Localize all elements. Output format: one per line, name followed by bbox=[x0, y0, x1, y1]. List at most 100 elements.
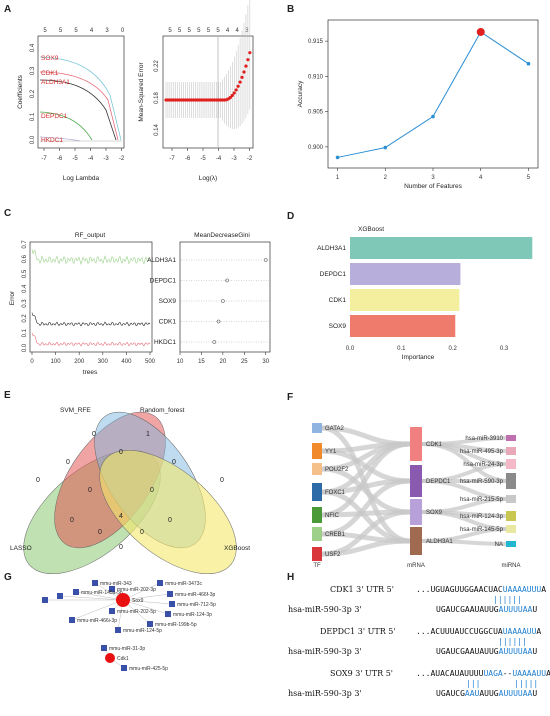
mirna-node-label: mmu-miR-202-5p bbox=[117, 609, 156, 615]
coef-path-depdc1 bbox=[39, 111, 93, 141]
rf-x-tick: 0 bbox=[30, 359, 34, 365]
lasso-top-tick: 0 bbox=[121, 28, 125, 34]
gini-point bbox=[263, 258, 268, 262]
mirna-node bbox=[109, 608, 115, 614]
panel-b-accuracy: 1 2 3 4 5 0.900 0.905 0.910 0.915 Accuracy Numbe… bbox=[297, 19, 539, 190]
panel-letter-a: A bbox=[4, 4, 12, 15]
rf-x-tick: 200 bbox=[74, 359, 85, 365]
gene-label-aldh3a1: ALDH3A1 bbox=[41, 79, 70, 86]
panel-f-sankey: GATA2 YY1 POU2F2 FOXC1 NFIC CREB1 USF2 CDK1 DEPD… bbox=[312, 423, 521, 569]
sankey-node-mirna bbox=[506, 473, 516, 489]
venn-region: 0 bbox=[172, 459, 176, 466]
lasso-mse-frame bbox=[162, 35, 254, 149]
lasso-x-tick: -4 bbox=[88, 156, 94, 162]
venn-region: 0 bbox=[220, 477, 224, 484]
accuracy-x-tick: 2 bbox=[384, 175, 388, 181]
accuracy-y-tick: 0.915 bbox=[308, 39, 324, 45]
panel-letter-f: F bbox=[287, 392, 294, 403]
xgboost-bar-label: CDK1 bbox=[329, 297, 347, 304]
gene-label-cdk1: CDK1 bbox=[41, 70, 59, 77]
xgboost-bar bbox=[350, 237, 533, 259]
hub-node-cdk1 bbox=[105, 653, 115, 663]
lasso-x-tick: -2 bbox=[119, 156, 125, 162]
sankey-node-tf bbox=[312, 423, 322, 433]
sankey-mirna-label: hsa-miR-590-3p bbox=[460, 479, 504, 485]
mse-point bbox=[240, 75, 244, 79]
rf-y-tick: 0.7 bbox=[22, 240, 28, 249]
gini-frame bbox=[179, 241, 271, 353]
cdk1-utr-label: CDK1 3' UTR 5' bbox=[330, 585, 394, 594]
gini-x-tick: 25 bbox=[241, 359, 248, 365]
mirna-node bbox=[101, 645, 107, 651]
gini-point bbox=[225, 278, 229, 283]
depdc1-mir-seq: UGAUCGAAUAUUGAUUUUAAU bbox=[436, 647, 538, 656]
hub-label-sox9: Sox9 bbox=[132, 598, 144, 604]
gini-dotchart: ALDH3A1 DEPDC1 SOX9 CDK1 HKDC1 10 15 20 25 30 bbox=[147, 257, 270, 365]
rf-error-xlabel: trees bbox=[83, 369, 98, 376]
sankey-nodes: GATA2 YY1 POU2F2 FOXC1 NFIC CREB1 USF2 CDK1 DEPD… bbox=[312, 423, 521, 569]
sox9-mir-label: hsa-miR-590-3p 3' bbox=[288, 689, 362, 698]
gini-point bbox=[216, 319, 221, 324]
rf-y-tick: 0.6 bbox=[22, 254, 28, 263]
panel-e-venn: SVM_RFE Random_forest LASSO XGBoost 0 1 … bbox=[10, 407, 250, 575]
mse-top-tick: 4 bbox=[236, 28, 240, 34]
venn-region: 0 bbox=[119, 449, 123, 456]
sankey-mirna-label: hsa-miR-124-3p bbox=[460, 514, 504, 520]
accuracy-x-tick: 4 bbox=[479, 175, 483, 181]
mse-y-tick: 0.18 bbox=[154, 92, 160, 104]
sankey-node-mrna bbox=[410, 465, 422, 497]
sankey-mrna-label: ALDH3A1 bbox=[426, 539, 453, 545]
panel-letter-d: D bbox=[287, 211, 295, 222]
panel-letter-h: H bbox=[287, 572, 295, 583]
mirna-node bbox=[147, 621, 153, 627]
gene-label-hkdc1: HKDC1 bbox=[41, 137, 63, 144]
mse-x-tick: -4 bbox=[216, 156, 222, 162]
lasso-x-tick: -3 bbox=[103, 156, 109, 162]
sankey-tf-label: POU2F2 bbox=[325, 467, 349, 473]
xgboost-bar-label: ALDH3A1 bbox=[317, 245, 346, 252]
rf-error-axes: 0 100 200 300 400 500 0.0 0.1 0.2 0.3 0.4 0.5 0.6 0.7 bbox=[22, 240, 156, 365]
mirna-node-label: mmu-miR-712-5p bbox=[177, 602, 216, 608]
venn-label-xgboost: XGBoost bbox=[224, 545, 250, 552]
lasso-coef-frame bbox=[37, 35, 125, 149]
lasso-top-tick: 3 bbox=[105, 28, 109, 34]
mse-x-tick: -3 bbox=[231, 156, 237, 162]
accuracy-point bbox=[526, 61, 531, 66]
panel-letter-c: C bbox=[4, 208, 12, 219]
sankey-node-mirna bbox=[506, 447, 516, 455]
mse-top-tick: 5 bbox=[207, 28, 211, 34]
rf-error-black bbox=[31, 312, 151, 327]
sankey-node-tf bbox=[312, 547, 322, 561]
network-edge bbox=[122, 599, 173, 605]
gene-label-sox9: SOX9 bbox=[41, 55, 59, 62]
rf-output-title: RF_output bbox=[75, 232, 106, 239]
mse-y-ticks: 0.14 0.18 0.22 bbox=[154, 60, 160, 136]
lasso-y-tick: 0.2 bbox=[30, 89, 36, 98]
sankey-node-tf bbox=[312, 507, 322, 523]
mse-top-tick: 5 bbox=[197, 28, 201, 34]
venn-region: 0 bbox=[98, 529, 102, 536]
mse-x-tick: -5 bbox=[200, 156, 206, 162]
panel-letter-g: G bbox=[4, 572, 12, 583]
lasso-top-tick: 5 bbox=[59, 28, 63, 34]
mirna-node bbox=[42, 597, 48, 603]
sankey-link-tf-mrna bbox=[321, 425, 411, 544]
lasso-y-tick: 0.3 bbox=[30, 66, 36, 75]
sankey-axis-tf: TF bbox=[313, 563, 321, 569]
mirna-node-label: mmu-miR-124-3p bbox=[173, 612, 212, 618]
lasso-x-ticks: -7 -6 -5 -4 -3 -2 bbox=[41, 148, 125, 162]
mse-top-tick: 5 bbox=[216, 28, 220, 34]
venn-region: 0 bbox=[168, 517, 172, 524]
mse-point bbox=[234, 88, 238, 92]
sankey-link-tf-mrna bbox=[321, 538, 411, 557]
mirna-node-label: mmu-miR-466i-3p bbox=[77, 618, 117, 624]
mse-point bbox=[246, 58, 250, 62]
lasso-top-tick: 5 bbox=[74, 28, 78, 34]
gini-title: MeanDecreaseGini bbox=[194, 232, 250, 239]
sankey-tf-label: GATA2 bbox=[325, 426, 344, 432]
sankey-node-tf bbox=[312, 527, 322, 541]
sox9-mir-seq: UGAUCGAAUAUUGAUUUUAAU bbox=[436, 689, 538, 698]
accuracy-series bbox=[335, 27, 531, 160]
sankey-axis-mirna: miRNA bbox=[502, 563, 521, 569]
rf-error-green bbox=[31, 249, 151, 266]
